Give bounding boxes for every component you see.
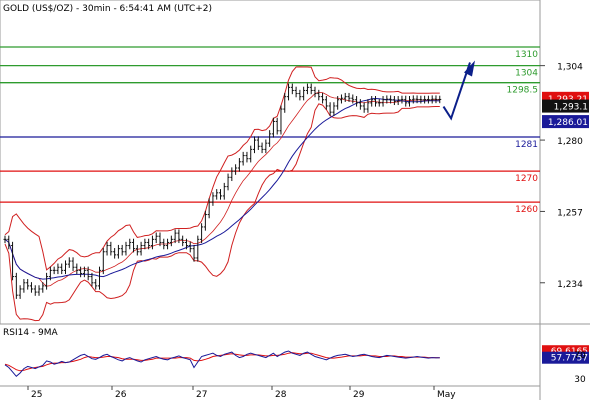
level-label-1281: 1281: [515, 140, 538, 150]
rsi-box-57.7757: [542, 351, 589, 364]
rsi-title: RSI14 - 9MA: [3, 328, 59, 338]
y-ticks: 1,304 1,280 1,257 1,234: [540, 63, 583, 290]
level-label-1304: 1304: [515, 69, 538, 79]
rsi-value-boxes: 69.616557.7757: [542, 345, 589, 364]
x-ticks: 25 26 27 28 29 May: [27, 386, 456, 400]
price-value-boxes: 1,293.211,293.11,286.01: [542, 91, 589, 129]
y-tick-label-1,280: 1,280: [557, 137, 583, 147]
rsi-box-label-57.7757: 57.7757: [551, 354, 588, 364]
value-box-label-1,286.01: 1,286.01: [548, 118, 588, 128]
y-tick-label-1,304: 1,304: [557, 63, 583, 73]
value-box-label-1,293.1: 1,293.1: [554, 103, 588, 113]
bollinger-lower: [4, 103, 440, 322]
rsi-line: [4, 350, 440, 378]
rsi-series: [4, 350, 440, 378]
x-tick-label-26: 26: [115, 390, 127, 400]
moving-average: [4, 97, 440, 280]
projection-path: [442, 62, 471, 121]
x-tick-label-29: 29: [353, 390, 365, 400]
level-label-1270: 1270: [515, 174, 538, 184]
x-tick-label-25: 25: [31, 390, 42, 400]
y-tick-label-1,234: 1,234: [557, 280, 583, 290]
rsi-tick-label-70: 70: [574, 351, 586, 361]
rsi-y-ticks: 70 30: [574, 351, 586, 385]
projection-arrow: [442, 60, 475, 121]
x-tick-label-27: 27: [196, 390, 207, 400]
projection-arrowhead: [464, 60, 475, 77]
level-label-1260: 1260: [515, 205, 538, 215]
level-lines: 1310 1304 1298.5 1281 1270 1260: [0, 46, 540, 215]
x-tick-label-28: 28: [275, 390, 287, 400]
chart-title: GOLD (US$/OZ) - 30min - 6:54:41 AM (UTC+…: [3, 4, 212, 14]
level-label-1298.5: 1298.5: [507, 86, 539, 96]
price-series: [3, 83, 442, 299]
rsi-tick-label-30: 30: [574, 375, 586, 385]
bollinger-upper: [4, 66, 440, 271]
value-box-1,286.01: [542, 115, 589, 129]
level-label-1310: 1310: [515, 50, 538, 60]
x-tick-label-May: May: [437, 390, 456, 400]
y-tick-label-1,257: 1,257: [557, 208, 583, 218]
value-box-1,293.1: [542, 99, 589, 113]
